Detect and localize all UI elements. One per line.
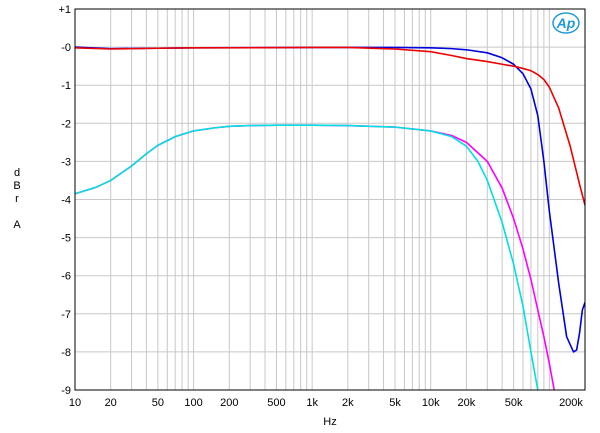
x-tick-label: 200k bbox=[559, 397, 583, 409]
x-tick-label: 2k bbox=[342, 397, 354, 409]
x-tick-label: 5k bbox=[389, 397, 401, 409]
x-tick-label: 50 bbox=[152, 397, 164, 409]
y-tick-label: -4 bbox=[61, 195, 71, 207]
y-tick-label: -5 bbox=[61, 233, 71, 245]
y-axis-label: dBr A bbox=[13, 167, 21, 231]
y-tick-label: -7 bbox=[61, 309, 71, 321]
y-axis-label-char: A bbox=[13, 219, 21, 231]
plot-frame bbox=[74, 8, 586, 391]
x-tick-label: 1k bbox=[306, 397, 318, 409]
y-tick-label: -1 bbox=[61, 80, 71, 92]
x-axis-label: Hz bbox=[323, 416, 336, 428]
y-tick-labels: +1 -0 -1 -2 -3 -4 -5 -6 -7 -8 -9 bbox=[58, 4, 71, 397]
x-tick-label: 50k bbox=[505, 397, 523, 409]
x-tick-label: 500 bbox=[267, 397, 285, 409]
y-tick-label: -9 bbox=[61, 385, 71, 397]
y-tick-label: -0 bbox=[61, 42, 71, 54]
series-layer bbox=[75, 46, 585, 390]
y-axis-label-char: d bbox=[14, 167, 20, 179]
x-tick-label: 10k bbox=[422, 397, 440, 409]
ap-logo-text: Ap bbox=[556, 15, 576, 31]
x-tick-label: 10 bbox=[69, 397, 81, 409]
y-tick-label: -3 bbox=[61, 156, 71, 168]
grid bbox=[75, 9, 585, 390]
x-tick-label: 20k bbox=[458, 397, 476, 409]
x-tick-label: 20 bbox=[105, 397, 117, 409]
x-tick-label: 200 bbox=[220, 397, 238, 409]
y-axis-label-char: B bbox=[13, 180, 20, 192]
y-tick-label: +1 bbox=[58, 4, 71, 16]
x-tick-label: 100 bbox=[184, 397, 202, 409]
ap-logo-ring bbox=[552, 12, 580, 34]
y-tick-label: -8 bbox=[61, 347, 71, 359]
y-tick-label: -2 bbox=[61, 118, 71, 130]
x-tick-labels: 10 20 50 100 200 500 1k 2k 5k 10k 20k 50k 200k bbox=[69, 397, 584, 409]
series-line-4 bbox=[75, 46, 585, 206]
y-tick-label: -6 bbox=[61, 271, 71, 283]
y-axis-label-char: r bbox=[15, 193, 19, 205]
series-line-2 bbox=[75, 124, 539, 390]
ap-logo: Ap bbox=[552, 12, 580, 34]
